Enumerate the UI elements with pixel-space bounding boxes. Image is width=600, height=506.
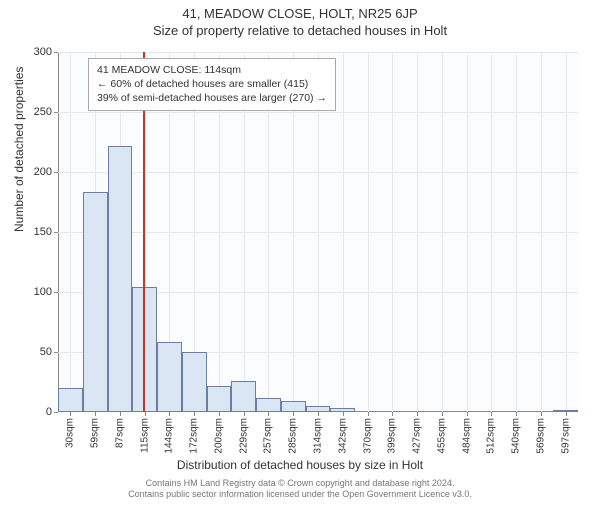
xtick-mark <box>368 412 369 416</box>
xtick-mark <box>268 412 269 416</box>
y-axis-label: Number of detached properties <box>12 67 26 232</box>
footer-line-2: Contains public sector information licen… <box>0 489 600 500</box>
xtick-mark <box>169 412 170 416</box>
xtick-label: 540sqm <box>511 418 522 454</box>
histogram-bar <box>207 386 232 412</box>
xtick-label: 200sqm <box>213 418 224 454</box>
xtick-label: 484sqm <box>461 418 472 454</box>
info-line-3: 39% of semi-detached houses are larger (… <box>97 91 327 105</box>
gridline-v <box>417 52 418 412</box>
xtick-mark <box>70 412 71 416</box>
page-subtitle: Size of property relative to detached ho… <box>0 23 600 38</box>
footer-line-1: Contains HM Land Registry data © Crown c… <box>0 478 600 489</box>
xtick-mark <box>566 412 567 416</box>
info-line-1: 41 MEADOW CLOSE: 114sqm <box>97 63 327 77</box>
xtick-mark <box>491 412 492 416</box>
info-line-2: ← 60% of detached houses are smaller (41… <box>97 77 327 91</box>
ytick-label: 0 <box>12 406 52 418</box>
gridline-v <box>541 52 542 412</box>
xtick-mark <box>442 412 443 416</box>
xtick-label: 512sqm <box>486 418 497 454</box>
gridline-v <box>368 52 369 412</box>
xtick-mark <box>95 412 96 416</box>
xtick-mark <box>541 412 542 416</box>
ytick-label: 150 <box>12 226 52 238</box>
xtick-mark <box>120 412 121 416</box>
xtick-label: 172sqm <box>189 418 200 454</box>
xtick-label: 144sqm <box>164 418 175 454</box>
xtick-label: 229sqm <box>238 418 249 454</box>
xtick-mark <box>293 412 294 416</box>
xtick-label: 257sqm <box>263 418 274 454</box>
xtick-label: 597sqm <box>560 418 571 454</box>
ytick-mark <box>54 352 58 353</box>
ytick-mark <box>54 52 58 53</box>
ytick-label: 200 <box>12 166 52 178</box>
ytick-mark <box>54 112 58 113</box>
histogram-bar <box>83 192 108 412</box>
ytick-mark <box>54 292 58 293</box>
histogram-chart: 41 MEADOW CLOSE: 114sqm ← 60% of detache… <box>58 52 578 412</box>
gridline-v <box>491 52 492 412</box>
xtick-label: 370sqm <box>362 418 373 454</box>
gridline-v <box>343 52 344 412</box>
xtick-mark <box>244 412 245 416</box>
histogram-bar <box>108 146 133 412</box>
xtick-mark <box>392 412 393 416</box>
histogram-bar <box>182 352 207 412</box>
gridline-v <box>516 52 517 412</box>
xtick-label: 285sqm <box>288 418 299 454</box>
gridline-v <box>566 52 567 412</box>
gridline-v <box>467 52 468 412</box>
xtick-mark <box>318 412 319 416</box>
gridline-v <box>392 52 393 412</box>
ytick-label: 100 <box>12 286 52 298</box>
gridline-v <box>70 52 71 412</box>
xtick-label: 399sqm <box>387 418 398 454</box>
xtick-label: 87sqm <box>114 418 125 448</box>
xtick-mark <box>343 412 344 416</box>
ytick-label: 250 <box>12 106 52 118</box>
gridline-v <box>442 52 443 412</box>
histogram-bar <box>256 398 281 412</box>
ytick-mark <box>54 412 58 413</box>
histogram-bar <box>132 287 157 412</box>
xtick-label: 59sqm <box>90 418 101 448</box>
page-title: 41, MEADOW CLOSE, HOLT, NR25 6JP <box>0 6 600 21</box>
xtick-label: 314sqm <box>313 418 324 454</box>
xtick-label: 455sqm <box>436 418 447 454</box>
xtick-mark <box>145 412 146 416</box>
histogram-bar <box>281 401 306 412</box>
xtick-label: 30sqm <box>65 418 76 448</box>
x-axis-label: Distribution of detached houses by size … <box>0 458 600 472</box>
histogram-bar <box>231 381 256 412</box>
histogram-bar <box>157 342 182 412</box>
xtick-mark <box>516 412 517 416</box>
footer-attribution: Contains HM Land Registry data © Crown c… <box>0 478 600 501</box>
ytick-label: 300 <box>12 46 52 58</box>
xtick-mark <box>467 412 468 416</box>
xtick-mark <box>417 412 418 416</box>
xtick-label: 569sqm <box>535 418 546 454</box>
xtick-mark <box>219 412 220 416</box>
xtick-label: 427sqm <box>412 418 423 454</box>
xtick-label: 342sqm <box>337 418 348 454</box>
info-annotation-box: 41 MEADOW CLOSE: 114sqm ← 60% of detache… <box>88 58 336 111</box>
xtick-mark <box>194 412 195 416</box>
ytick-mark <box>54 172 58 173</box>
histogram-bar <box>58 388 83 412</box>
ytick-mark <box>54 232 58 233</box>
ytick-label: 50 <box>12 346 52 358</box>
xtick-label: 115sqm <box>139 418 150 453</box>
